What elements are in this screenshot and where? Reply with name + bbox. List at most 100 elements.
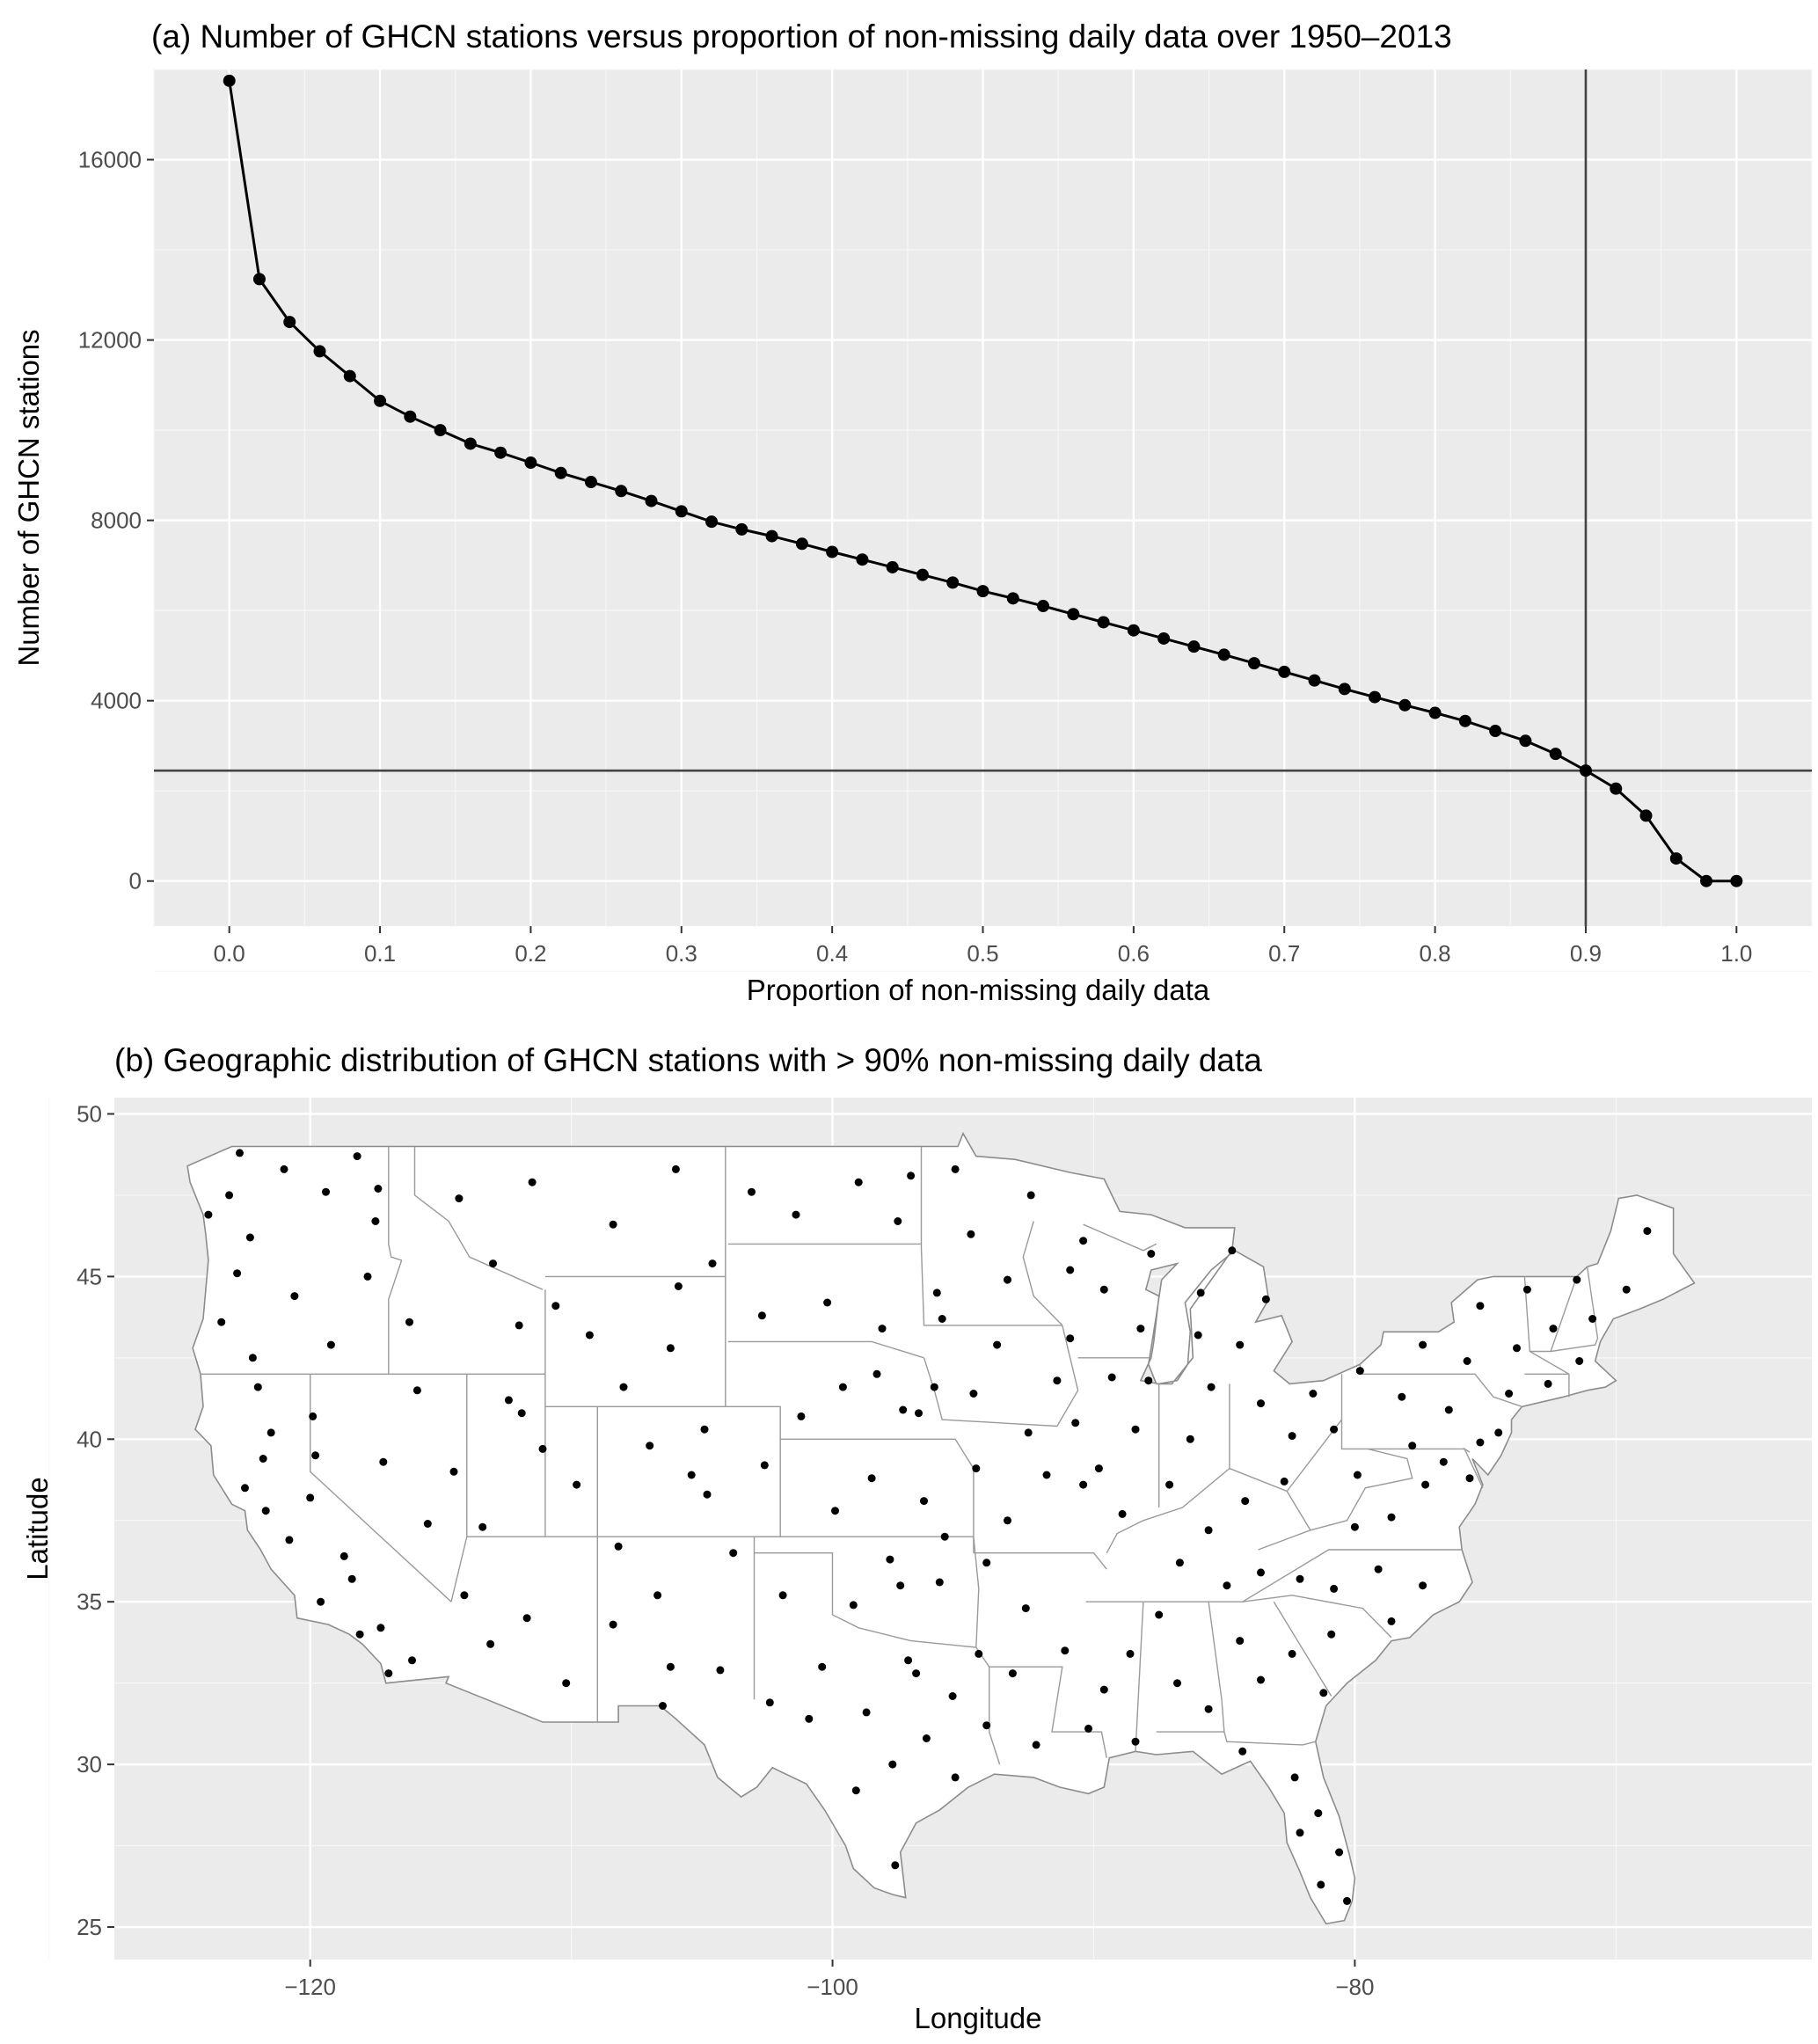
station-point [674, 1282, 683, 1290]
station-point [379, 1457, 388, 1466]
station-point [1223, 1581, 1231, 1590]
y-tick-label: 16000 [78, 147, 142, 173]
station-point [851, 1786, 860, 1795]
station-point [245, 1233, 254, 1242]
station-point [1144, 1376, 1153, 1385]
data-point [1127, 624, 1140, 637]
station-point [687, 1471, 696, 1479]
data-point [1217, 648, 1230, 661]
station-point [915, 1409, 923, 1418]
station-point [659, 1702, 667, 1710]
station-point [1175, 1559, 1184, 1567]
station-point [1026, 1191, 1035, 1200]
station-point [551, 1302, 560, 1310]
y-tick-label: 0 [129, 868, 142, 894]
station-point [489, 1259, 497, 1268]
data-point [645, 494, 658, 507]
station-point [1118, 1509, 1127, 1518]
station-point [1288, 1432, 1296, 1441]
data-point [795, 537, 808, 551]
state-border [388, 1146, 403, 1375]
state-border [989, 1666, 1107, 1758]
station-point [562, 1679, 571, 1688]
state-border [1135, 1602, 1144, 1752]
station-point [1505, 1390, 1514, 1398]
station-point [1290, 1773, 1299, 1782]
state-border [1156, 1602, 1225, 1733]
station-point [760, 1461, 769, 1470]
station-point [1296, 1574, 1304, 1583]
station-point [1575, 1357, 1584, 1365]
x-tick-label: −120 [284, 1974, 336, 2000]
station-point [204, 1210, 213, 1219]
x-tick-label: 0.3 [666, 940, 697, 967]
state-border [725, 1146, 781, 1700]
station-point [1236, 1340, 1245, 1349]
station-point [729, 1549, 738, 1558]
station-point [413, 1386, 421, 1395]
station-point [907, 1172, 916, 1180]
station-point [1319, 1689, 1328, 1697]
station-point [930, 1383, 938, 1391]
x-tick-label: 0.0 [214, 940, 245, 967]
station-point [1353, 1471, 1362, 1479]
data-point [1006, 592, 1019, 605]
station-point [1330, 1584, 1339, 1593]
y-tick-label: 25 [77, 1914, 102, 1940]
station-point [792, 1210, 800, 1219]
data-point [1519, 734, 1532, 748]
station-point [1241, 1497, 1250, 1506]
station-point [932, 1288, 941, 1297]
station-point [1355, 1367, 1364, 1376]
state-border [1340, 1374, 1465, 1450]
data-point [1428, 706, 1442, 719]
station-point [259, 1455, 267, 1463]
data-point [434, 424, 447, 437]
station-point [854, 1178, 863, 1186]
station-point [818, 1662, 827, 1671]
data-point [1187, 640, 1201, 653]
state-border [727, 1340, 924, 1359]
station-point [666, 1344, 675, 1353]
station-point [823, 1298, 832, 1307]
data-point [705, 515, 719, 529]
station-point [266, 1428, 275, 1437]
station-point [408, 1656, 416, 1665]
state-border [1273, 1601, 1332, 1697]
station-point [261, 1507, 270, 1515]
station-point [241, 1484, 249, 1493]
station-point [888, 1760, 897, 1769]
y-tick-label: 50 [77, 1100, 102, 1127]
station-point [838, 1383, 847, 1391]
station-point [1476, 1302, 1485, 1310]
station-point [1288, 1649, 1296, 1658]
data-point [1458, 714, 1471, 727]
station-point [1622, 1285, 1631, 1294]
station-point [1004, 1275, 1011, 1284]
station-point [1343, 1896, 1351, 1905]
station-point [573, 1480, 581, 1489]
x-tick-label: 1.0 [1720, 940, 1752, 967]
station-point [1309, 1390, 1318, 1398]
station-point [1155, 1610, 1164, 1619]
station-point [1236, 1637, 1245, 1646]
station-point [478, 1522, 487, 1531]
data-point [886, 560, 899, 573]
station-point [522, 1614, 531, 1623]
y-tick-label: 4000 [91, 688, 142, 714]
station-point [347, 1574, 356, 1583]
station-point [967, 1230, 975, 1238]
station-point [1136, 1325, 1145, 1333]
panel-b-x-axis: −120 −100 −80 [284, 1960, 1374, 2000]
y-tick-label: 35 [77, 1588, 102, 1615]
panel-a-y-axis-label: Number of GHCN stations [12, 329, 45, 666]
panel-a-series [223, 74, 1743, 887]
x-tick-label: 0.7 [1268, 940, 1300, 967]
x-tick-label: 0.9 [1570, 940, 1602, 967]
y-tick-label: 40 [77, 1426, 102, 1452]
station-point [1257, 1568, 1265, 1577]
station-point [1204, 1526, 1213, 1535]
station-point [309, 1412, 318, 1420]
station-point [449, 1467, 458, 1476]
